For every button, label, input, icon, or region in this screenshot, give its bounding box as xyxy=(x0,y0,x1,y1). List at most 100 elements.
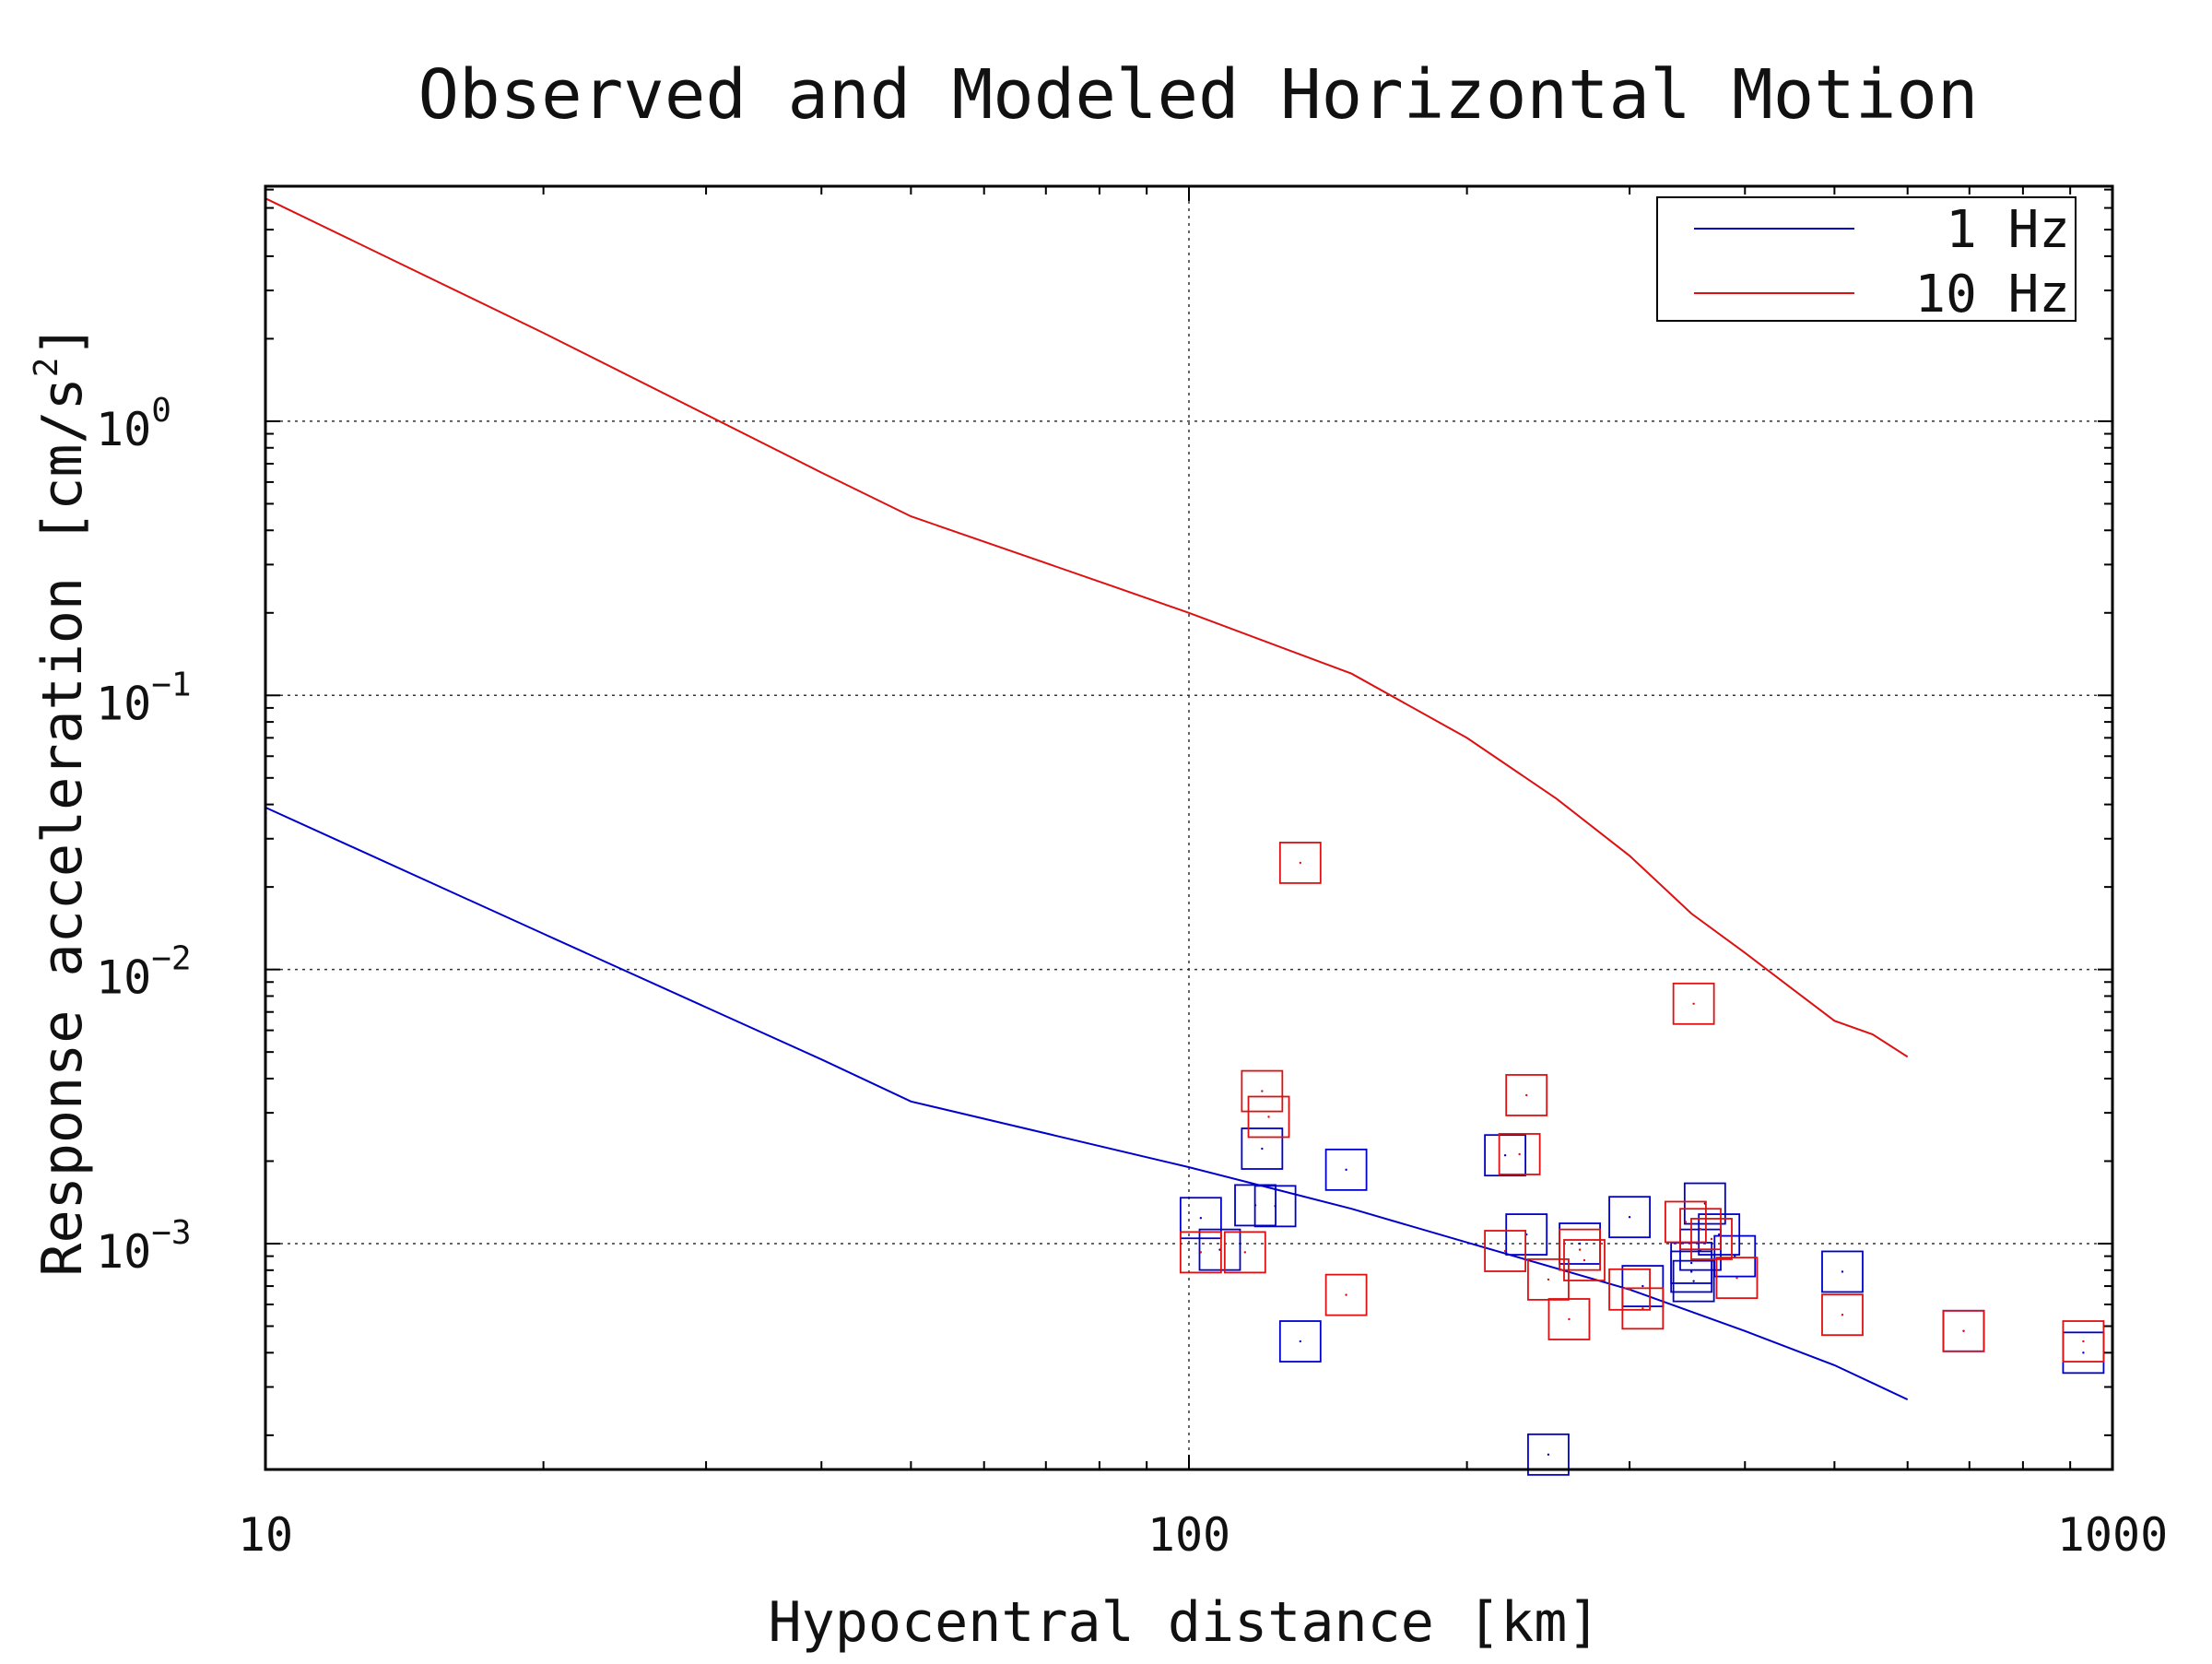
observed-marker-1hz xyxy=(1698,1213,1741,1256)
observed-marker-1hz xyxy=(1278,1320,1322,1363)
observed-marker-10hz xyxy=(1679,1208,1722,1251)
observed-marker-10hz xyxy=(1690,1218,1733,1260)
observed-marker-10hz xyxy=(1498,1133,1541,1175)
x-tick-label: 10 xyxy=(238,1508,293,1562)
y-tick-label: 100 xyxy=(96,392,171,456)
legend-label-10hz: 10 Hz xyxy=(1914,265,2070,325)
observed-marker-1hz xyxy=(1621,1265,1665,1307)
observed-marker-1hz xyxy=(1713,1234,1757,1278)
observed-marker-dot-1hz xyxy=(1841,1270,1844,1273)
observed-marker-1hz xyxy=(1324,1148,1368,1191)
observed-marker-dot-10hz xyxy=(1261,1090,1264,1092)
y-tick-label-exponent: −1 xyxy=(151,666,191,703)
y-tick-label-base: 10 xyxy=(96,677,151,730)
observed-marker-10hz xyxy=(2062,1320,2105,1363)
y-axis-label-end: ] xyxy=(30,324,95,357)
observed-marker-dot-10hz xyxy=(1578,1248,1582,1251)
observed-marker-dot-10hz xyxy=(1345,1293,1347,1296)
tick-layer xyxy=(265,186,2113,1469)
y-tick-label-base: 10 xyxy=(96,403,151,456)
observed-marker-dot-1hz xyxy=(1578,1242,1582,1245)
observed-marker-dot-10hz xyxy=(1568,1317,1571,1321)
observed-marker-dot-1hz xyxy=(1299,1339,1302,1343)
observed-marker-dot-1hz xyxy=(1689,1261,1693,1265)
x-tick-label: 100 xyxy=(1147,1508,1230,1562)
observed-marker-dot-10hz xyxy=(1710,1237,1713,1241)
observed-marker-dot-1hz xyxy=(1345,1168,1347,1172)
observed-marker-dot-10hz xyxy=(1525,1093,1528,1097)
observed-marker-dot-10hz xyxy=(1699,1228,1702,1231)
chart-title: Observed and Modeled Horizontal Motion xyxy=(418,55,1979,135)
observed-marker-10hz xyxy=(1241,1069,1284,1113)
observed-marker-10hz xyxy=(1621,1287,1665,1330)
observed-marker-dot-1hz xyxy=(1692,1280,1695,1282)
observed-marker-dot-1hz xyxy=(1689,1270,1693,1273)
observed-marker-10hz xyxy=(1715,1257,1759,1300)
observed-marker-dot-10hz xyxy=(1684,1221,1688,1223)
observed-marker-10hz xyxy=(1821,1293,1864,1337)
y-tick-label-exponent: −2 xyxy=(151,940,191,978)
legend-label-1hz: 1 Hz xyxy=(1946,200,2070,260)
observed-marker-dot-10hz xyxy=(1199,1251,1203,1254)
observed-marker-10hz xyxy=(1608,1268,1651,1311)
observed-marker-1hz xyxy=(1505,1213,1548,1256)
y-axis-label-main: Response acceleration [cm/s xyxy=(30,377,95,1276)
observed-marker-1hz xyxy=(1608,1196,1651,1239)
observed-marker-1hz xyxy=(1253,1185,1297,1228)
observed-marker-10hz xyxy=(1664,1200,1707,1244)
marker-layer xyxy=(1179,842,2105,1476)
y-tick-label: 10−3 xyxy=(96,1214,192,1279)
observed-marker-dot-10hz xyxy=(1267,1115,1270,1118)
observed-marker-1hz xyxy=(1484,1134,1527,1177)
x-tick-label: 1000 xyxy=(2057,1508,2168,1562)
y-tick-label-base: 10 xyxy=(96,1225,151,1279)
observed-marker-10hz xyxy=(1247,1095,1290,1139)
observed-marker-10hz xyxy=(1484,1230,1527,1272)
observed-marker-10hz xyxy=(1672,982,1715,1025)
observed-marker-10hz xyxy=(1324,1273,1368,1316)
observed-marker-dot-1hz xyxy=(1717,1233,1721,1236)
observed-marker-dot-10hz xyxy=(1735,1276,1738,1280)
observed-marker-10hz xyxy=(1505,1074,1548,1116)
observed-marker-dot-10hz xyxy=(1692,1002,1695,1005)
y-axis-label: Response acceleration [cm/s2] xyxy=(28,324,95,1276)
series-line-1hz xyxy=(265,806,1909,1401)
observed-marker-dot-10hz xyxy=(2082,1339,2085,1343)
observed-marker-dot-1hz xyxy=(1261,1147,1264,1151)
y-tick-label: 10−1 xyxy=(96,666,192,730)
observed-marker-dot-10hz xyxy=(1583,1258,1586,1262)
observed-marker-dot-1hz xyxy=(1199,1217,1203,1220)
y-tick-label: 10−2 xyxy=(96,940,192,1005)
observed-marker-dot-1hz xyxy=(1734,1255,1736,1257)
observed-marker-1hz xyxy=(1179,1197,1222,1240)
y-axis-label-superscript: 2 xyxy=(28,358,65,378)
observed-marker-dot-1hz xyxy=(1547,1453,1550,1457)
observed-marker-10hz xyxy=(1547,1298,1591,1340)
observed-marker-1hz xyxy=(1527,1433,1570,1476)
observed-marker-dot-1hz xyxy=(2082,1351,2085,1354)
observed-marker-dot-10hz xyxy=(1547,1278,1550,1281)
observed-marker-dot-10hz xyxy=(1841,1314,1844,1316)
y-tick-label-base: 10 xyxy=(96,951,151,1005)
y-tick-label-exponent: 0 xyxy=(151,392,171,430)
line-layer xyxy=(265,197,1909,1401)
observed-marker-dot-10hz xyxy=(1503,1249,1507,1253)
observed-marker-dot-1hz xyxy=(1628,1215,1631,1219)
observed-marker-1hz xyxy=(1241,1127,1284,1170)
series-line-10hz xyxy=(265,197,1909,1058)
observed-marker-dot-10hz xyxy=(1243,1251,1247,1254)
observed-marker-dot-1hz xyxy=(1503,1153,1507,1157)
observed-marker-10hz xyxy=(1942,1309,1985,1352)
observed-marker-dot-1hz xyxy=(1641,1284,1644,1288)
observed-marker-1hz xyxy=(1821,1250,1864,1293)
observed-marker-dot-10hz xyxy=(1962,1329,1965,1332)
observed-marker-1hz xyxy=(1672,1259,1715,1303)
observed-marker-1hz xyxy=(1198,1228,1241,1271)
observed-marker-dot-10hz xyxy=(1518,1152,1521,1156)
observed-marker-10hz xyxy=(1179,1231,1222,1274)
observed-marker-dot-10hz xyxy=(1299,861,1302,865)
